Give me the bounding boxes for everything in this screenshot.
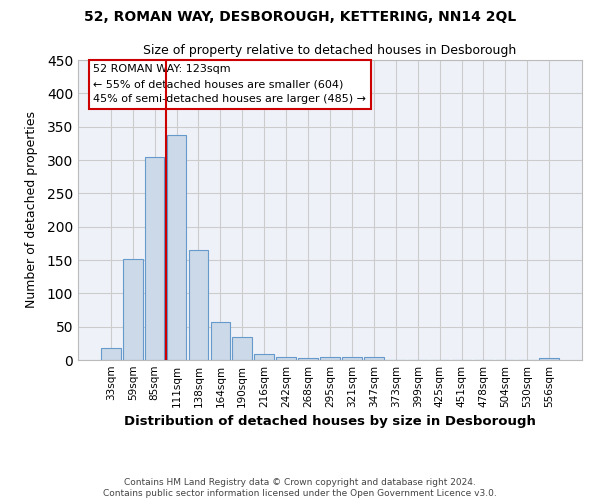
Bar [254, 354, 274, 360]
Text: 52 ROMAN WAY: 123sqm
← 55% of detached houses are smaller (604)
45% of semi-deta: 52 ROMAN WAY: 123sqm ← 55% of detached h… [93, 64, 366, 104]
Bar [364, 358, 384, 360]
Bar [539, 358, 559, 360]
Bar [101, 348, 121, 360]
Bar [320, 356, 340, 360]
X-axis label: Distribution of detached houses by size in Desborough: Distribution of detached houses by size … [124, 416, 536, 428]
Bar [342, 356, 362, 360]
Title: Size of property relative to detached houses in Desborough: Size of property relative to detached ho… [143, 44, 517, 58]
Bar [123, 258, 143, 360]
Bar [167, 134, 187, 360]
Bar [276, 356, 296, 360]
Bar [145, 156, 164, 360]
Bar [232, 336, 252, 360]
Bar [298, 358, 318, 360]
Bar [188, 250, 208, 360]
Y-axis label: Number of detached properties: Number of detached properties [25, 112, 38, 308]
Bar [211, 322, 230, 360]
Text: 52, ROMAN WAY, DESBOROUGH, KETTERING, NN14 2QL: 52, ROMAN WAY, DESBOROUGH, KETTERING, NN… [84, 10, 516, 24]
Text: Contains HM Land Registry data © Crown copyright and database right 2024.
Contai: Contains HM Land Registry data © Crown c… [103, 478, 497, 498]
